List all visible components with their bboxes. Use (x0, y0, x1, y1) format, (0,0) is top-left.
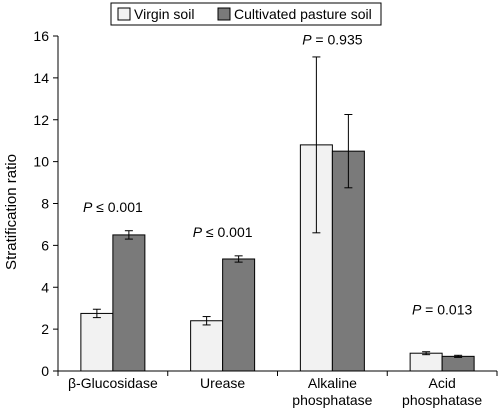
y-tick-label: 8 (41, 196, 49, 212)
bar-cultivated (222, 258, 256, 372)
legend-label: Virgin soil (134, 6, 194, 22)
bar-virgin (299, 144, 333, 372)
y-tick-label: 16 (33, 28, 49, 44)
x-tick-label: Urease (200, 375, 245, 391)
annotations: P ≤ 0.001 P ≤ 0.001 P = 0.935 P = 0.013 (83, 31, 473, 317)
y-tick-label: 12 (33, 112, 49, 128)
p-value-label: P ≤ 0.001 (193, 224, 253, 240)
legend-swatch (117, 7, 131, 21)
bar-cultivated (112, 234, 146, 372)
y-tick-label: 14 (33, 70, 49, 86)
y-tick-label: 4 (41, 279, 49, 295)
bars (80, 56, 475, 372)
legend-swatch (217, 7, 231, 21)
y-tick-label: 2 (41, 321, 49, 337)
x-tick-label: Alkaline phosphatase (292, 375, 372, 408)
bar-cultivated (441, 355, 475, 372)
legend-label: Cultivated pasture soil (234, 6, 372, 22)
bar-virgin (190, 320, 224, 372)
x-tick-label: Acid phosphatase (402, 375, 482, 408)
p-value-label: P = 0.935 (302, 31, 363, 47)
legend: Virgin soil Cultivated pasture soil (110, 2, 382, 26)
legend-box (110, 2, 382, 26)
p-value-label: P ≤ 0.001 (83, 199, 143, 215)
y-axis-label: Stratification ratio (3, 154, 20, 270)
x-tick-label: β-Glucosidase (68, 375, 158, 391)
bar-virgin (80, 312, 114, 372)
y-tick-label: 0 (41, 363, 49, 379)
p-value-label: P = 0.013 (412, 301, 473, 317)
axes: 0 2 4 6 8 10 12 14 16 β-Glucosidase Urease Alkaline… (33, 28, 498, 408)
y-tick-label: 6 (41, 237, 49, 253)
y-tick-label: 10 (33, 154, 49, 170)
bar-virgin (409, 352, 443, 372)
